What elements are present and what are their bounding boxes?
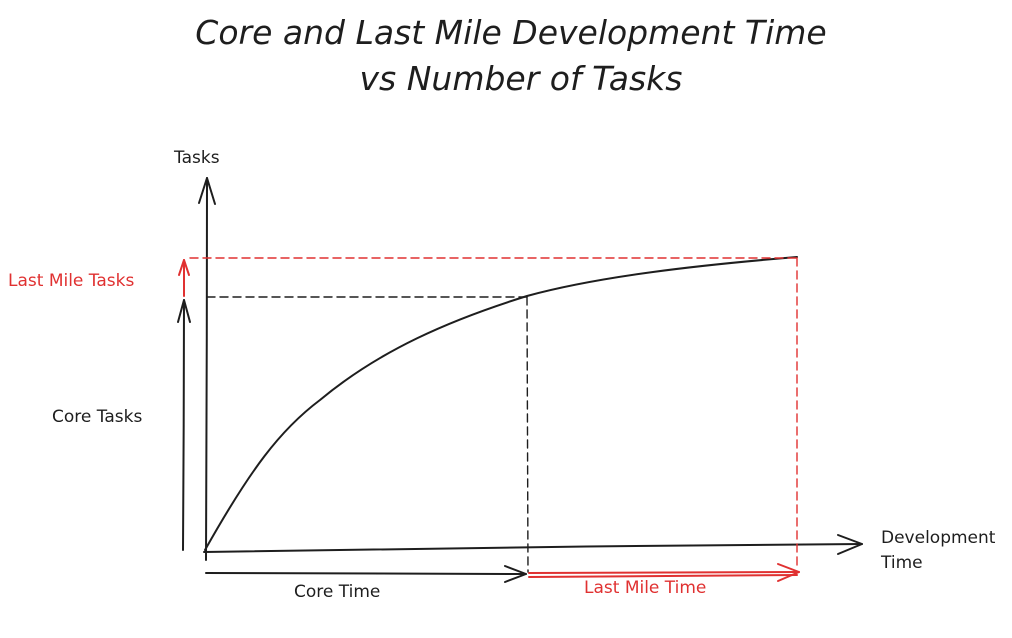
- y-axis-label: Tasks: [173, 148, 220, 168]
- x-axis-label-line-2: Time: [880, 553, 923, 573]
- task-growth-curve: [204, 256, 798, 551]
- y-axis: [198, 177, 216, 561]
- last-mile-tasks-arrow: [178, 259, 190, 297]
- last-mile-time-label: Last Mile Time: [584, 578, 706, 598]
- last-mile-time-arrow: [528, 563, 800, 582]
- core-time-arrow: [205, 565, 527, 583]
- x-axis-label-line-1: Development: [881, 528, 996, 548]
- last-mile-tasks-label: Last Mile Tasks: [8, 271, 134, 291]
- core-time-guide-line: [526, 296, 529, 573]
- diagram-title-line-1: Core and Last Mile Development Time: [195, 13, 826, 52]
- core-tasks-label: Core Tasks: [52, 407, 142, 427]
- core-tasks-arrow: [177, 299, 191, 551]
- diagram-title-line-2: vs Number of Tasks: [360, 59, 683, 98]
- x-axis: [203, 534, 863, 555]
- core-time-label: Core Time: [294, 582, 380, 602]
